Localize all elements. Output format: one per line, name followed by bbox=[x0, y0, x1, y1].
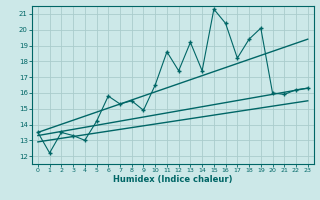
X-axis label: Humidex (Indice chaleur): Humidex (Indice chaleur) bbox=[113, 175, 233, 184]
